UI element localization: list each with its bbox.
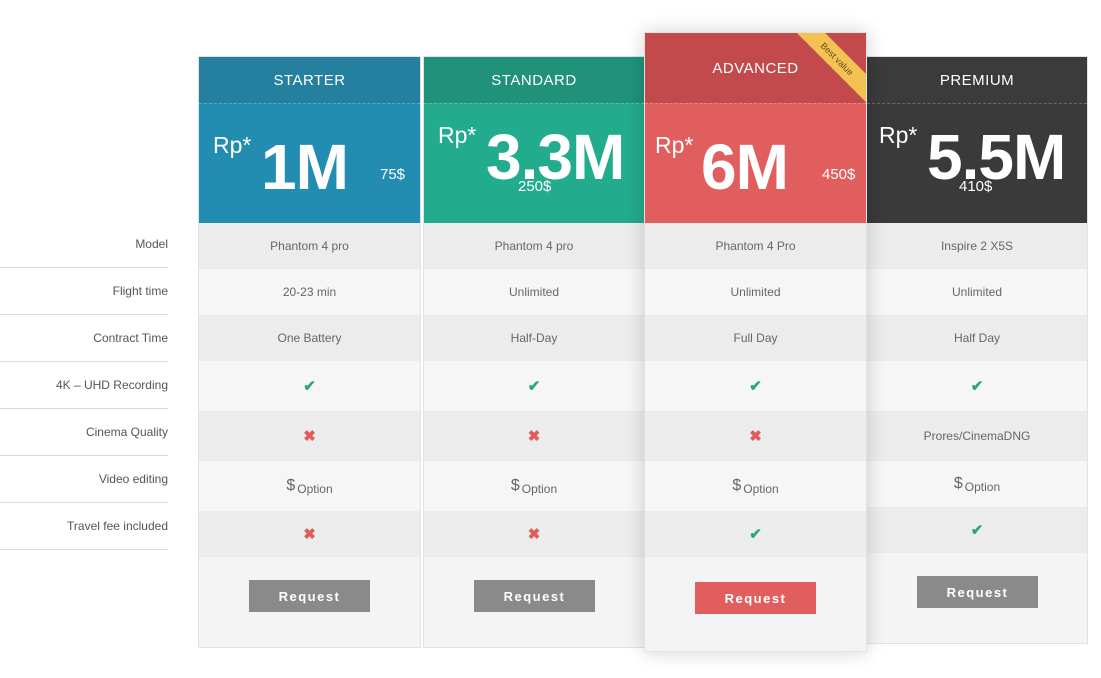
- cinema-quality-cell: ✖: [424, 411, 644, 461]
- plan-price: Rp* 5.5M 410$: [867, 103, 1087, 223]
- feature-label-video-editing: Video editing: [0, 456, 168, 503]
- cinema-quality-cell: ✖: [199, 411, 420, 461]
- feature-label-4k-recording: 4K – UHD Recording: [0, 362, 168, 409]
- check-icon: ✔: [303, 378, 316, 395]
- model-cell: Phantom 4 pro: [199, 223, 420, 269]
- plan-advanced: ADVANCED Best value Rp* 6M 450$ Phantom …: [644, 32, 867, 652]
- travel-fee-cell: ✔: [867, 507, 1087, 553]
- flight-time-cell: Unlimited: [645, 269, 866, 315]
- plan-standard: STANDARD Rp* 3.3M 250$ Phantom 4 pro Unl…: [423, 56, 645, 648]
- plan-price: Rp* 1M 75$: [199, 103, 420, 223]
- model-cell: Phantom 4 Pro: [645, 223, 866, 269]
- travel-fee-cell: ✔: [645, 511, 866, 557]
- price-amount: 5.5M: [927, 121, 1066, 193]
- contract-time-cell: One Battery: [199, 315, 420, 361]
- contract-time-cell: Half-Day: [424, 315, 644, 361]
- check-icon: ✔: [527, 378, 541, 395]
- contract-time-cell: Full Day: [645, 315, 866, 361]
- recording-4k-cell: ✔: [424, 361, 644, 411]
- cross-icon: ✖: [303, 428, 316, 445]
- plan-name: STARTER: [199, 57, 420, 103]
- cinema-quality-cell: ✖: [645, 411, 866, 461]
- cross-icon: ✖: [527, 526, 541, 543]
- currency-label: Rp*: [213, 132, 252, 158]
- price-amount: 6M: [701, 131, 789, 203]
- feature-label-cinema-quality: Cinema Quality: [0, 409, 168, 456]
- currency-label: Rp*: [438, 122, 477, 148]
- price-usd: 250$: [518, 178, 552, 195]
- price-usd: 450$: [822, 166, 856, 183]
- travel-fee-cell: ✖: [424, 511, 644, 557]
- dollar-icon: $: [732, 477, 742, 494]
- price-amount: 3.3M: [486, 121, 625, 193]
- plan-name: PREMIUM: [867, 57, 1087, 103]
- feature-label-model: Model: [0, 221, 168, 268]
- video-editing-cell: $ Option: [199, 461, 420, 511]
- video-editing-cell: $ Option: [424, 461, 644, 511]
- dollar-icon: $: [286, 477, 296, 494]
- price-usd: 75$: [380, 166, 406, 183]
- feature-label-travel-fee: Travel fee included: [0, 503, 168, 550]
- flight-time-cell: Unlimited: [867, 269, 1087, 315]
- check-icon: ✔: [749, 526, 762, 543]
- flight-time-cell: Unlimited: [424, 269, 644, 315]
- price-usd: 410$: [959, 178, 993, 195]
- request-button[interactable]: Request: [917, 576, 1038, 608]
- plan-starter: STARTER Rp* 1M 75$ Phantom 4 pro 20-23 m…: [198, 56, 421, 648]
- travel-fee-cell: ✖: [199, 511, 420, 557]
- dollar-icon: $: [953, 475, 963, 492]
- model-cell: Phantom 4 pro: [424, 223, 644, 269]
- check-icon: ✔: [970, 522, 984, 539]
- cinema-quality-cell: Prores/CinemaDNG: [867, 411, 1087, 461]
- cross-icon: ✖: [303, 526, 316, 543]
- contract-time-cell: Half Day: [867, 315, 1087, 361]
- best-value-ribbon: Best value: [796, 33, 866, 103]
- plan-name: STANDARD: [424, 57, 644, 103]
- ribbon-label: Best value: [796, 33, 866, 103]
- price-amount: 1M: [261, 131, 349, 203]
- feature-labels: Model Flight time Contract Time 4K – UHD…: [0, 221, 168, 550]
- recording-4k-cell: ✔: [645, 361, 866, 411]
- recording-4k-cell: ✔: [199, 361, 420, 411]
- recording-4k-cell: ✔: [867, 361, 1087, 411]
- dollar-icon: $: [510, 477, 520, 494]
- check-icon: ✔: [970, 378, 984, 395]
- request-button[interactable]: Request: [695, 582, 816, 614]
- feature-label-flight-time: Flight time: [0, 268, 168, 315]
- plan-price: Rp* 6M 450$: [645, 103, 866, 223]
- cross-icon: ✖: [749, 428, 762, 445]
- video-editing-cell: $ Option: [867, 461, 1087, 507]
- video-editing-cell: $ Option: [645, 461, 866, 511]
- check-icon: ✔: [749, 378, 762, 395]
- request-button[interactable]: Request: [249, 580, 370, 612]
- feature-label-contract-time: Contract Time: [0, 315, 168, 362]
- plan-price: Rp* 3.3M 250$: [424, 103, 644, 223]
- request-button[interactable]: Request: [474, 580, 595, 612]
- plan-premium: PREMIUM Rp* 5.5M 410$ Inspire 2 X5S Unli…: [866, 56, 1088, 644]
- cross-icon: ✖: [527, 428, 541, 445]
- currency-label: Rp*: [655, 132, 694, 158]
- model-cell: Inspire 2 X5S: [867, 223, 1087, 269]
- currency-label: Rp*: [879, 122, 918, 148]
- flight-time-cell: 20-23 min: [199, 269, 420, 315]
